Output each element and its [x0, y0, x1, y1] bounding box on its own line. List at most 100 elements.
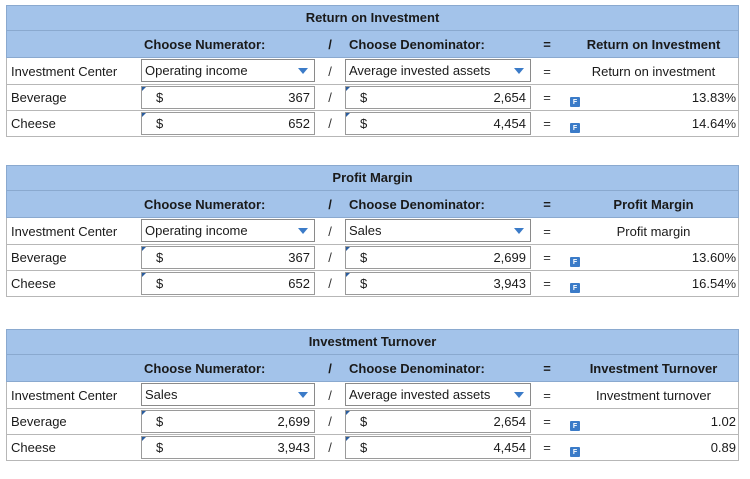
equals-sign: =: [543, 116, 551, 131]
denominator-select-value: Average invested assets: [349, 63, 491, 78]
equals-sign: =: [543, 90, 551, 105]
row-label: Cheese: [11, 440, 56, 455]
select-row: Investment Center Operating income / Sal…: [6, 218, 739, 245]
numerator-select-value: Operating income: [145, 63, 248, 78]
numerator-input[interactable]: $ 3,943: [141, 436, 315, 459]
denominator-value: 2,699: [493, 250, 526, 265]
equals-sign: =: [543, 276, 551, 291]
investment-center-label: Investment Center: [11, 387, 118, 403]
denominator-header: Choose Denominator:: [349, 196, 485, 212]
numerator-select[interactable]: Operating income: [141, 59, 315, 82]
numerator-input[interactable]: $ 652: [141, 272, 315, 295]
result-value: 16.54%: [691, 276, 736, 291]
numerator-header: Choose Numerator:: [144, 360, 266, 376]
divide-sign: /: [328, 414, 332, 429]
input-corner-marker: [142, 87, 146, 91]
numerator-value: 2,699: [277, 414, 310, 429]
denominator-select[interactable]: Sales: [345, 219, 531, 242]
input-corner-marker: [142, 273, 146, 277]
table-row: Beverage $ 2,699 / $ 2,654 = F 1.02: [6, 409, 739, 435]
equals-sign: =: [543, 414, 551, 429]
divide-sign: /: [328, 116, 332, 131]
denominator-input[interactable]: $ 3,943: [345, 272, 531, 295]
currency-symbol: $: [360, 250, 368, 265]
denominator-value: 2,654: [493, 414, 526, 429]
divide-sign: /: [328, 387, 332, 403]
profit-margin-title: Profit Margin: [332, 170, 413, 185]
input-corner-marker: [142, 437, 146, 441]
result-value: 13.60%: [691, 250, 736, 265]
denominator-input[interactable]: $ 2,699: [345, 246, 531, 269]
result-value: 1.02: [710, 414, 736, 429]
denominator-input[interactable]: $ 4,454: [345, 112, 531, 135]
dropdown-arrow-icon[interactable]: [292, 384, 314, 405]
formula-flag-icon[interactable]: F: [570, 283, 580, 293]
formula-flag-icon[interactable]: F: [570, 123, 580, 133]
section-title: Profit Margin: [6, 165, 739, 191]
section-title: Investment Turnover: [6, 329, 739, 355]
currency-symbol: $: [360, 276, 368, 291]
formula-flag-icon[interactable]: F: [570, 257, 580, 267]
divide-sign: /: [328, 276, 332, 291]
investment-turnover-table: Investment Turnover Choose Numerator: / …: [6, 329, 739, 461]
dropdown-arrow-icon[interactable]: [508, 60, 530, 81]
result-value: 0.89: [710, 440, 736, 455]
numerator-header: Choose Numerator:: [144, 36, 266, 52]
numerator-select-value: Operating income: [145, 223, 248, 238]
denominator-value: 2,654: [493, 90, 526, 105]
input-corner-marker: [142, 411, 146, 415]
equals-sign: =: [543, 387, 551, 403]
investment-center-label: Investment Center: [11, 223, 118, 239]
currency-symbol: $: [360, 440, 368, 455]
numerator-value: 367: [288, 250, 310, 265]
denominator-value: 4,454: [493, 116, 526, 131]
denominator-select[interactable]: Average invested assets: [345, 59, 531, 82]
equals-header: =: [543, 36, 551, 52]
currency-symbol: $: [156, 276, 164, 291]
formula-flag-icon[interactable]: F: [570, 421, 580, 431]
select-row: Investment Center Sales / Average invest…: [6, 382, 739, 409]
formula-flag-icon[interactable]: F: [570, 447, 580, 457]
denominator-input[interactable]: $ 2,654: [345, 410, 531, 433]
input-corner-marker: [142, 113, 146, 117]
numerator-select[interactable]: Sales: [141, 383, 315, 406]
result-label: Profit margin: [616, 223, 691, 239]
numerator-input[interactable]: $ 652: [141, 112, 315, 135]
row-label: Beverage: [11, 90, 67, 105]
divide-sign: /: [328, 440, 332, 455]
numerator-select-value: Sales: [145, 387, 178, 402]
formula-flag-icon[interactable]: F: [570, 97, 580, 107]
section-title: Return on Investment: [6, 5, 739, 31]
result-header: Return on Investment: [586, 36, 721, 52]
input-corner-marker: [346, 411, 350, 415]
currency-symbol: $: [360, 414, 368, 429]
currency-symbol: $: [156, 116, 164, 131]
equals-sign: =: [543, 440, 551, 455]
result-label: Investment turnover: [596, 387, 711, 403]
select-row: Investment Center Operating income / Ave…: [6, 58, 739, 85]
dropdown-arrow-icon[interactable]: [508, 220, 530, 241]
row-label: Cheese: [11, 116, 56, 131]
numerator-value: 652: [288, 116, 310, 131]
currency-symbol: $: [156, 414, 164, 429]
equals-sign: =: [543, 223, 551, 239]
numerator-input[interactable]: $ 367: [141, 246, 315, 269]
equals-header: =: [543, 196, 551, 212]
result-value: 14.64%: [691, 116, 736, 131]
dropdown-arrow-icon[interactable]: [292, 60, 314, 81]
numerator-input[interactable]: $ 367: [141, 86, 315, 109]
denominator-header: Choose Denominator:: [349, 360, 485, 376]
numerator-select[interactable]: Operating income: [141, 219, 315, 242]
denominator-select[interactable]: Average invested assets: [345, 383, 531, 406]
dropdown-arrow-icon[interactable]: [292, 220, 314, 241]
numerator-value: 3,943: [277, 440, 310, 455]
profit-margin-table: Profit Margin Choose Numerator: / Choose…: [6, 165, 739, 297]
result-header: Profit Margin: [613, 196, 694, 212]
numerator-input[interactable]: $ 2,699: [141, 410, 315, 433]
denominator-input[interactable]: $ 4,454: [345, 436, 531, 459]
row-label: Beverage: [11, 414, 67, 429]
dropdown-arrow-icon[interactable]: [508, 384, 530, 405]
currency-symbol: $: [360, 90, 368, 105]
denominator-input[interactable]: $ 2,654: [345, 86, 531, 109]
result-value: 13.83%: [691, 90, 736, 105]
